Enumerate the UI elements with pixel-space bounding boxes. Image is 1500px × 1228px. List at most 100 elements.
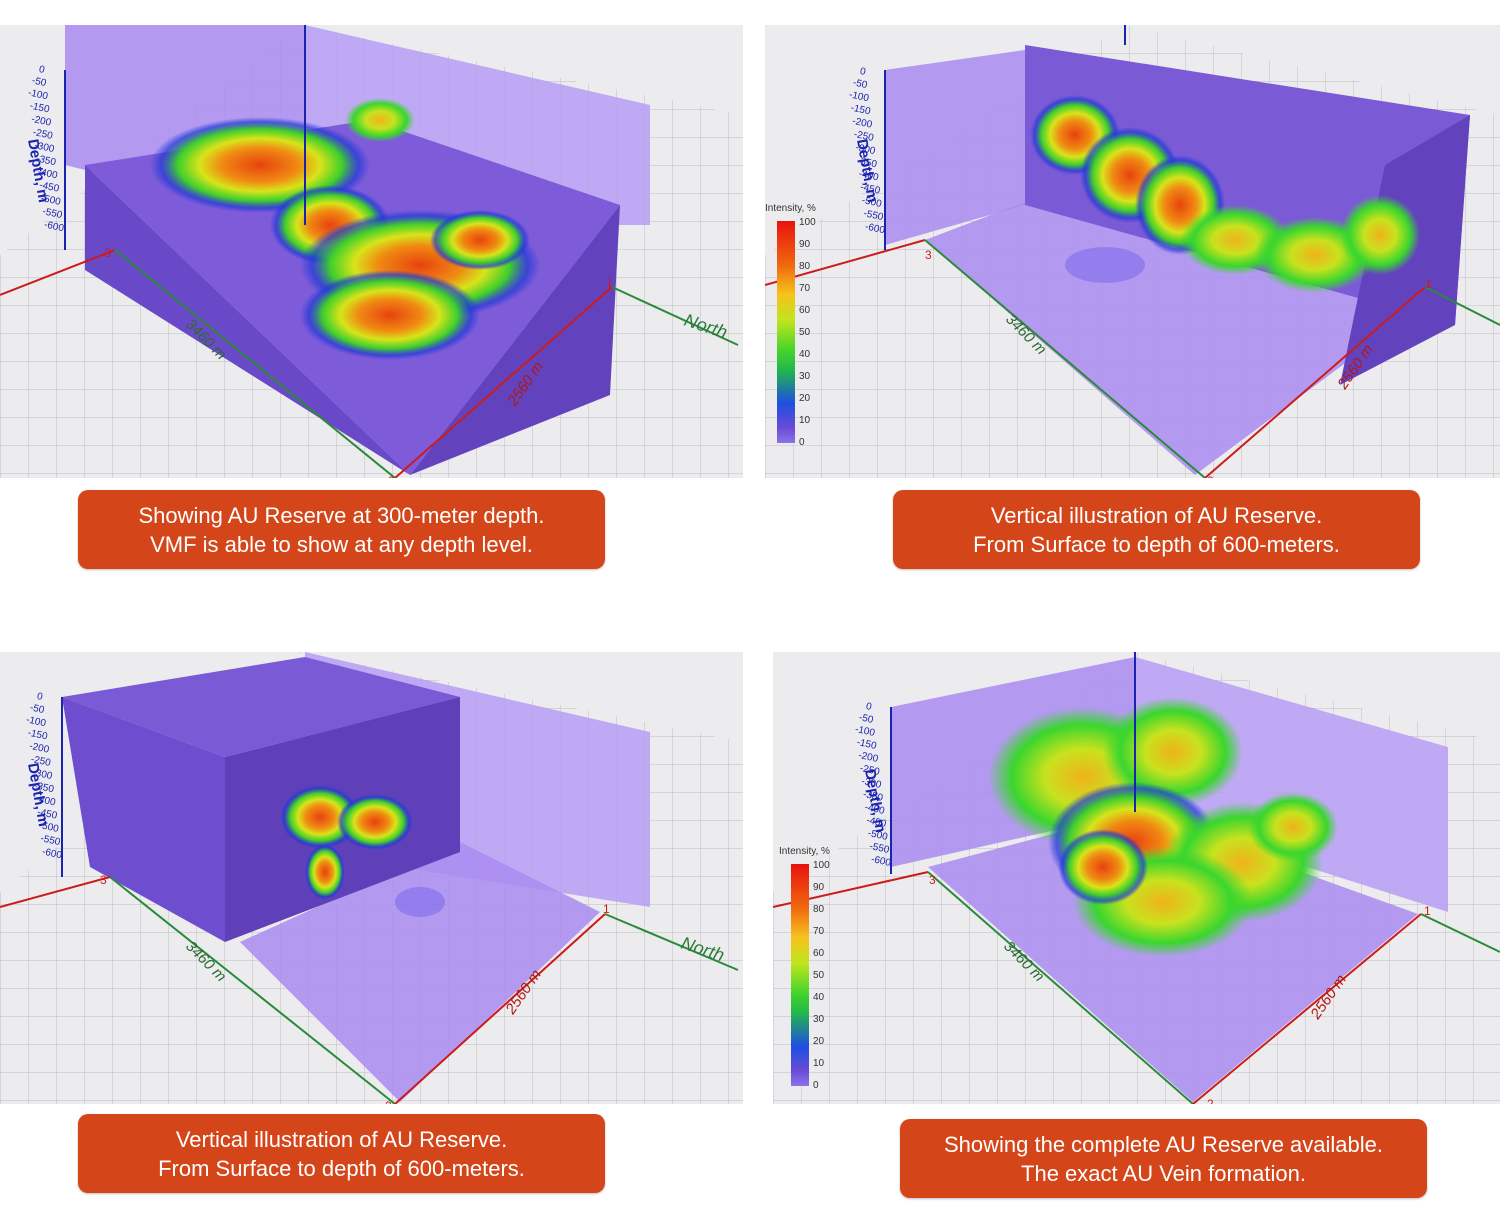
- depth-tick-label: -150: [856, 737, 878, 752]
- colorbar-tick-label: 0: [813, 1080, 819, 1091]
- depth-tick-label: -500: [40, 193, 62, 208]
- colorbar-title: Intensity, %: [779, 846, 830, 857]
- depth-tick-label: -350: [33, 780, 55, 795]
- caption-line: Showing the complete AU Reserve availabl…: [943, 1131, 1384, 1157]
- depth-tick-label: -300: [33, 140, 55, 155]
- corner-label-1: 1: [606, 276, 613, 290]
- depth-tick-label: -200: [30, 114, 52, 129]
- depth-ticks: 0-50-100-150-200-250-300-350-400-450-500…: [854, 701, 892, 869]
- depth-tick-label: -450: [859, 182, 881, 197]
- depth-tick-label: -450: [36, 807, 58, 822]
- depth-tick-label: -550: [41, 206, 63, 221]
- depth-tick-label: -300: [31, 767, 53, 782]
- depth-tick-label: -300: [860, 776, 882, 791]
- colorbar-tick-label: 10: [813, 1058, 825, 1069]
- corner-label-3: 3: [925, 248, 932, 262]
- volume-scene: 3 1 2 3460 m 2560 m North Depth, m 0-50-…: [0, 25, 743, 478]
- depth-tick-label: -450: [38, 180, 60, 195]
- depth-tick-label: -200: [28, 741, 50, 756]
- depth-ticks: 0-50-100-150-200-250-300-350-400-450-500…: [848, 66, 886, 236]
- depth-tick-label: -450: [865, 815, 887, 830]
- panel-depth-slice: 3 1 2 3460 m 2560 m North Depth, m 0-50-…: [0, 25, 743, 478]
- colorbar-tick-label: 10: [799, 415, 811, 426]
- depth-tick-label: -50: [858, 712, 875, 726]
- colorbar-tick-label: 40: [813, 992, 825, 1003]
- depth-tick-label: -250: [30, 754, 52, 769]
- depth-tick-label: -200: [857, 750, 879, 765]
- colorbar-tick-label: 90: [813, 882, 825, 893]
- corner-label-1: 1: [1424, 904, 1431, 918]
- gold-deposit-zones: [150, 98, 540, 360]
- depth-tick-label: -400: [858, 169, 880, 184]
- depth-tick-label: -50: [852, 77, 869, 91]
- caption-panel-1: Showing AU Reserve at 300-meter depth. V…: [78, 490, 605, 569]
- depth-tick-label: -100: [848, 89, 870, 104]
- colorbar-gradient: [791, 864, 809, 1086]
- depth-tick-label: -600: [870, 854, 892, 869]
- corner-label-3: 3: [929, 873, 936, 887]
- corner-label-3: 3: [104, 246, 111, 260]
- depth-tick-label: -500: [38, 820, 60, 835]
- colorbar-tick-label: 60: [813, 948, 825, 959]
- colorbar-gradient: [777, 221, 795, 443]
- caption-panel-4: Showing the complete AU Reserve availabl…: [900, 1119, 1427, 1198]
- caption-panel-2: Vertical illustration of AU Reserve. Fro…: [893, 490, 1420, 569]
- depth-tick-label: -150: [29, 101, 51, 116]
- depth-tick-label: -200: [851, 116, 873, 131]
- depth-tick-label: 0: [865, 701, 873, 713]
- caption-line: Vertical illustration of AU Reserve.: [175, 1126, 508, 1152]
- colorbar-tick-label: 50: [813, 970, 825, 981]
- colorbar-tick-label: 0: [799, 437, 805, 448]
- depth-ticks: 0-50-100-150-200-250-300-350-400-450-500…: [27, 64, 65, 234]
- panel-vertical-section-2: 3 1 2 3460 m 2560 m North Depth, m 0-50-…: [0, 652, 743, 1104]
- intensity-colorbar: Intensity, % 100 90 80 70 60 50 40 30 20 10 0: [779, 846, 839, 1096]
- depth-tick-label: 0: [38, 64, 46, 76]
- colorbar-tick-label: 20: [813, 1036, 825, 1047]
- volume-scene: 3 1 2 3460 m 2560 m North Depth, m 0-50-…: [0, 652, 743, 1104]
- caption-line: From Surface to depth of 600-meters.: [158, 1155, 525, 1181]
- depth-tick-label: -350: [862, 789, 884, 804]
- volume-scene: 3 1 2 3460 m 2560 m Depth, m 0-50-100-15…: [765, 25, 1500, 478]
- colorbar-tick-label: 80: [813, 904, 825, 915]
- colorbar-tick-label: 100: [813, 860, 830, 871]
- caption-line: Vertical illustration of AU Reserve.: [990, 502, 1323, 528]
- depth-tick-label: -100: [854, 724, 876, 739]
- volume-scene: 3 1 2 3460 m 2560 m Depth, m 0-50-100-15…: [773, 652, 1500, 1104]
- corner-label-2: 2: [388, 474, 395, 478]
- depth-tick-label: -500: [867, 828, 889, 843]
- depth-tick-label: -400: [37, 167, 59, 182]
- depth-tick-label: -500: [861, 195, 883, 210]
- depth-tick-label: -600: [43, 219, 65, 234]
- corner-label-2: 2: [1207, 474, 1214, 478]
- depth-tick-label: -550: [39, 833, 61, 848]
- colorbar-tick-label: 50: [799, 327, 811, 338]
- depth-tick-label: -150: [27, 728, 49, 743]
- colorbar-tick-label: 90: [799, 239, 811, 250]
- caption-line: The exact AU Vein formation.: [1021, 1160, 1306, 1186]
- colorbar-tick-label: 70: [799, 283, 811, 294]
- colorbar-tick-label: 70: [813, 926, 825, 937]
- corner-label-1: 1: [1425, 277, 1432, 291]
- depth-tick-label: -300: [854, 142, 876, 157]
- caption-panel-3: Vertical illustration of AU Reserve. Fro…: [78, 1114, 605, 1193]
- depth-tick-label: -100: [27, 87, 49, 102]
- caption-line: Showing AU Reserve at 300-meter depth.: [138, 502, 545, 528]
- gold-deposit-zones: [280, 785, 445, 917]
- corner-label-3: 3: [100, 873, 107, 887]
- depth-ticks: 0-50-100-150-200-250-300-350-400-450-500…: [25, 691, 63, 861]
- colorbar-tick-label: 30: [799, 371, 811, 382]
- depth-tick-label: -400: [35, 794, 57, 809]
- corner-label-1: 1: [603, 902, 610, 916]
- depth-tick-label: -350: [856, 155, 878, 170]
- depth-tick-label: -600: [864, 221, 886, 236]
- colorbar-tick-label: 60: [799, 305, 811, 316]
- gold-vein-formation: [988, 697, 1338, 957]
- depth-tick-label: -550: [868, 841, 890, 856]
- depth-tick-label: -600: [41, 846, 63, 861]
- depth-tick-label: -250: [859, 763, 881, 778]
- gold-vein: [1030, 95, 1420, 293]
- panel-vertical-section: 3 1 2 3460 m 2560 m Depth, m 0-50-100-15…: [765, 25, 1500, 478]
- depth-tick-label: -250: [853, 129, 875, 144]
- colorbar-tick-label: 20: [799, 393, 811, 404]
- depth-tick-label: -100: [25, 714, 47, 729]
